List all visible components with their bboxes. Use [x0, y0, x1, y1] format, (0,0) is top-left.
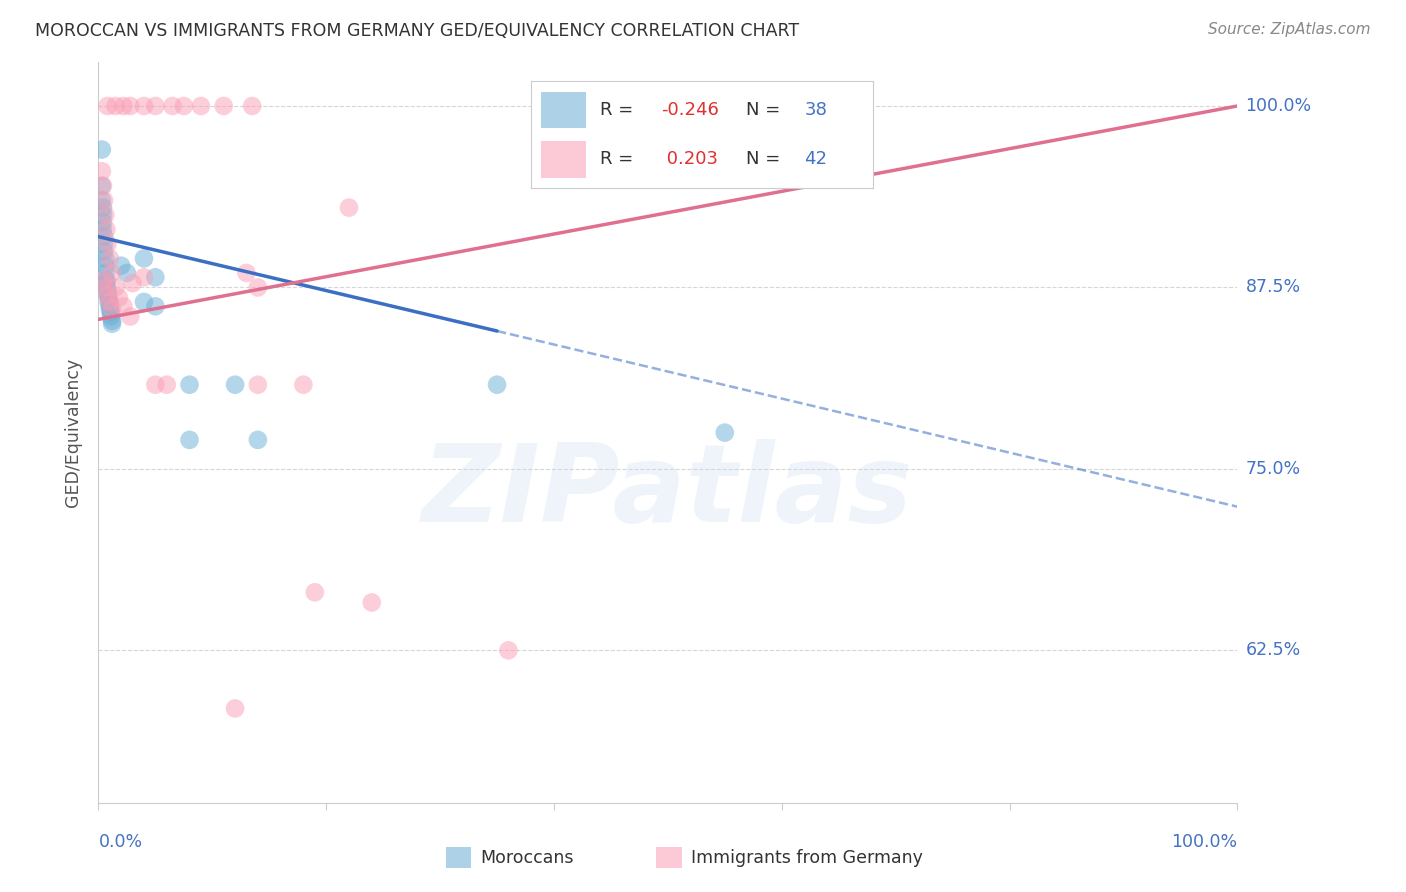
Point — [96, 273, 118, 287]
Point — [292, 377, 315, 392]
Point — [162, 99, 184, 113]
Text: 100.0%: 100.0% — [1246, 97, 1312, 115]
Text: 75.0%: 75.0% — [1246, 460, 1301, 478]
Y-axis label: GED/Equivalency: GED/Equivalency — [65, 358, 83, 508]
Point — [93, 229, 115, 244]
Point — [108, 291, 131, 305]
Point — [104, 99, 127, 113]
Point — [96, 287, 118, 301]
Point — [90, 164, 112, 178]
Point — [93, 194, 115, 208]
Point — [179, 377, 201, 392]
Point — [120, 310, 142, 324]
Point — [360, 595, 382, 609]
Text: 100.0%: 100.0% — [1171, 833, 1237, 851]
Point — [93, 244, 115, 259]
Point — [101, 302, 124, 317]
Point — [96, 236, 118, 251]
Point — [96, 222, 118, 236]
Point — [94, 280, 117, 294]
Point — [94, 252, 117, 266]
Point — [179, 433, 201, 447]
Point — [96, 284, 118, 298]
Point — [91, 178, 114, 193]
Point — [224, 701, 246, 715]
Point — [120, 99, 142, 113]
FancyBboxPatch shape — [657, 847, 682, 868]
Point — [115, 266, 138, 280]
Point — [104, 280, 127, 294]
Point — [101, 266, 124, 280]
Point — [110, 259, 132, 273]
Point — [98, 298, 121, 312]
Point — [121, 276, 143, 290]
Point — [156, 377, 179, 392]
Point — [634, 143, 657, 157]
Point — [100, 305, 122, 319]
Point — [112, 299, 135, 313]
Point — [98, 302, 121, 317]
Point — [97, 295, 120, 310]
Point — [337, 201, 360, 215]
Point — [96, 276, 118, 290]
Point — [101, 314, 124, 328]
Point — [246, 280, 269, 294]
Point — [90, 194, 112, 208]
Point — [224, 377, 246, 392]
Point — [246, 377, 269, 392]
Point — [96, 287, 118, 301]
Text: Immigrants from Germany: Immigrants from Germany — [690, 848, 922, 867]
Point — [98, 252, 121, 266]
Point — [246, 433, 269, 447]
Point — [145, 299, 167, 313]
Point — [112, 99, 135, 113]
Point — [132, 252, 155, 266]
Point — [94, 259, 117, 273]
Text: MOROCCAN VS IMMIGRANTS FROM GERMANY GED/EQUIVALENCY CORRELATION CHART: MOROCCAN VS IMMIGRANTS FROM GERMANY GED/… — [35, 22, 799, 40]
Point — [91, 273, 114, 287]
Point — [235, 266, 257, 280]
Point — [91, 222, 114, 236]
Point — [145, 377, 167, 392]
Point — [190, 99, 212, 113]
Point — [498, 643, 520, 657]
Text: Moroccans: Moroccans — [479, 848, 574, 867]
Text: 87.5%: 87.5% — [1246, 278, 1301, 296]
Point — [486, 377, 509, 392]
Point — [96, 99, 118, 113]
Point — [90, 178, 112, 193]
Point — [173, 99, 195, 113]
Point — [91, 208, 114, 222]
Point — [132, 99, 155, 113]
FancyBboxPatch shape — [446, 847, 471, 868]
Point — [90, 143, 112, 157]
Point — [101, 317, 124, 331]
Text: 62.5%: 62.5% — [1246, 641, 1301, 659]
Point — [145, 270, 167, 285]
Point — [132, 270, 155, 285]
Text: ZIPatlas: ZIPatlas — [422, 439, 914, 545]
Point — [304, 585, 326, 599]
Text: 0.0%: 0.0% — [98, 833, 142, 851]
Point — [145, 99, 167, 113]
Point — [91, 201, 114, 215]
Point — [132, 295, 155, 310]
Text: Source: ZipAtlas.com: Source: ZipAtlas.com — [1208, 22, 1371, 37]
Point — [714, 425, 737, 440]
Point — [94, 266, 117, 280]
Point — [212, 99, 235, 113]
Point — [98, 295, 121, 310]
Point — [91, 215, 114, 229]
Point — [240, 99, 263, 113]
Point — [97, 291, 120, 305]
Point — [100, 310, 122, 324]
Point — [93, 236, 115, 251]
Point — [94, 208, 117, 222]
Point — [96, 280, 118, 294]
